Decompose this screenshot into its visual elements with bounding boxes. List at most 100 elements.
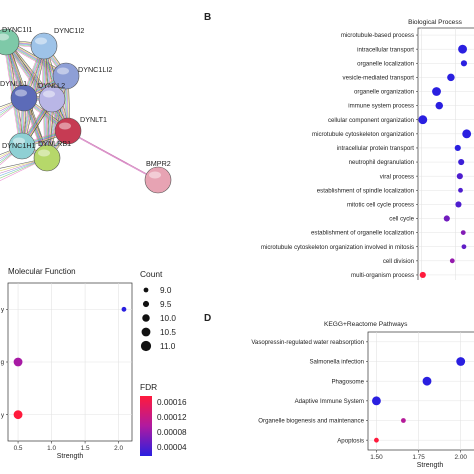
y-tick-label: immune system process [348, 103, 414, 110]
node-highlight [57, 67, 69, 75]
node-label: DYNC1H1 [2, 141, 36, 150]
node-highlight [149, 171, 161, 179]
data-point [418, 115, 428, 125]
y-tick-label: Organelle biogenesis and maintenance [258, 418, 364, 425]
data-point [401, 418, 406, 423]
node-label: BMPR2 [146, 159, 171, 168]
node-dynlt1: DYNLT1 [54, 115, 107, 145]
node-circle [8, 132, 36, 160]
y-tick-label: microtubule cytoskeleton organization in… [261, 244, 414, 251]
data-point [13, 410, 23, 420]
y-tick-label: microtubule cytoskeleton organization [312, 131, 414, 138]
data-point [458, 187, 463, 193]
panel-letter-b: B [204, 12, 212, 23]
data-point [121, 306, 127, 312]
y-tick-label: Apoptosis [337, 437, 364, 444]
node-dync1i2: DYNC1I2 [30, 26, 84, 60]
count-legend-label: 10.5 [160, 328, 176, 337]
node-highlight [0, 33, 9, 41]
count-legend-dot [141, 327, 151, 337]
node-highlight [15, 89, 27, 97]
data-point [374, 437, 379, 443]
y-tick-label: neutrophil degranulation [349, 159, 414, 166]
network-edge [48, 76, 68, 159]
chart-molecular-function: Molecular Function y g y 0.5 1.0 1.5 2.0 Streng… [1, 267, 133, 460]
data-point [456, 173, 463, 180]
node-label: DYNC1I1 [2, 25, 32, 34]
chart-kegg-reactome: KEGG+Reactome Pathways Vasopressin-regul… [251, 321, 474, 469]
y-tick-label: mitotic cell cycle process [347, 201, 414, 208]
data-point [13, 357, 23, 367]
y-tick-label: intracellular protein transport [337, 145, 415, 152]
y-tick-label: cell cycle [389, 216, 414, 223]
count-legend-dot [140, 340, 152, 352]
node-label: DYNC1I2 [54, 26, 84, 35]
node-bmpr2: BMPR2 [144, 159, 172, 194]
data-point [458, 158, 465, 166]
data-point [443, 215, 450, 222]
y-tick-label: organelle localization [357, 60, 414, 67]
fdr-tick-label: 0.00004 [157, 443, 187, 452]
data-point [460, 60, 468, 67]
x-tick-label: 2.00 [454, 454, 467, 461]
node-label: DYNLL1 [0, 79, 27, 88]
node-circle [54, 117, 82, 145]
y-tick-label: vesicle-mediated transport [343, 74, 415, 81]
y-tick-label: Phagosome [331, 378, 364, 385]
y-tick-label: microtubule-based process [341, 32, 414, 39]
node-dync1i1: DYNC1I1 [0, 25, 32, 56]
network-edge [4, 42, 68, 132]
count-legend-title: Count [140, 269, 163, 279]
x-tick-label: 1.75 [412, 454, 425, 461]
chart-biological-process: Biological Process microtubule-based pro… [261, 19, 474, 280]
node-label: DYNLL2 [38, 81, 65, 90]
y-tick-label: Vasopressin-regulated water reabsorption [251, 339, 364, 346]
data-point [455, 201, 462, 208]
node-dynll2: DYNLL2 [38, 81, 66, 113]
y-tick-label: y [1, 306, 5, 313]
node-dync1li2: DYNC1LI2 [52, 62, 112, 90]
fdr-tick-label: 0.00012 [157, 413, 187, 422]
x-tick-label: 1.5 [81, 445, 90, 452]
node-highlight [38, 149, 50, 157]
x-axis-title: Strength [57, 453, 84, 460]
node-dynlrb1: DYNLRB1 [33, 139, 71, 172]
data-point [460, 230, 466, 236]
fdr-legend-title: FDR [140, 382, 157, 392]
count-legend-label: 9.0 [160, 286, 172, 295]
node-circle [38, 85, 66, 113]
x-tick-label: 1.50 [370, 454, 383, 461]
y-tick-label: Adaptive Immune System [295, 398, 364, 405]
data-point [462, 129, 472, 139]
count-legend-label: 11.0 [160, 342, 176, 351]
x-tick-label: 1.0 [47, 445, 56, 452]
data-point [447, 73, 455, 82]
y-tick-label: y [1, 412, 5, 419]
node-highlight [13, 137, 25, 145]
protein-network: DYNC1I1 DYNC1I2 DYNC1LI2 DYNLL1 DYNLL2 DYNLT1… [0, 25, 172, 194]
node-dynll1: DYNLL1 [0, 79, 38, 112]
y-tick-label: g [1, 359, 4, 366]
network-edge [67, 131, 159, 182]
x-axis-title: Strength [417, 462, 444, 469]
node-circle [144, 166, 172, 194]
panel-letter-d: D [204, 313, 212, 324]
fdr-colorbar [140, 396, 152, 456]
network-nodes: DYNC1I1 DYNC1I2 DYNC1LI2 DYNLL1 DYNLL2 DYNLT1… [0, 25, 172, 194]
node-highlight [59, 122, 71, 130]
panel-title: Molecular Function [8, 267, 76, 276]
y-tick-label: cellular component organization [328, 117, 414, 124]
data-point [435, 101, 444, 110]
x-tick-label: 0.5 [14, 445, 23, 452]
network-edge [67, 130, 159, 181]
count-legend-dot [142, 300, 150, 308]
node-label: DYNLRB1 [38, 139, 71, 148]
count-legend-dot [143, 287, 149, 293]
panel-title: KEGG+Reactome Pathways [324, 321, 408, 328]
node-highlight [43, 90, 55, 98]
data-point [449, 258, 455, 264]
data-point [458, 44, 467, 54]
y-tick-label: establishment of spindle localization [317, 187, 414, 194]
y-tick-label: Salmonella infection [309, 359, 364, 366]
network-edges [0, 39, 159, 182]
